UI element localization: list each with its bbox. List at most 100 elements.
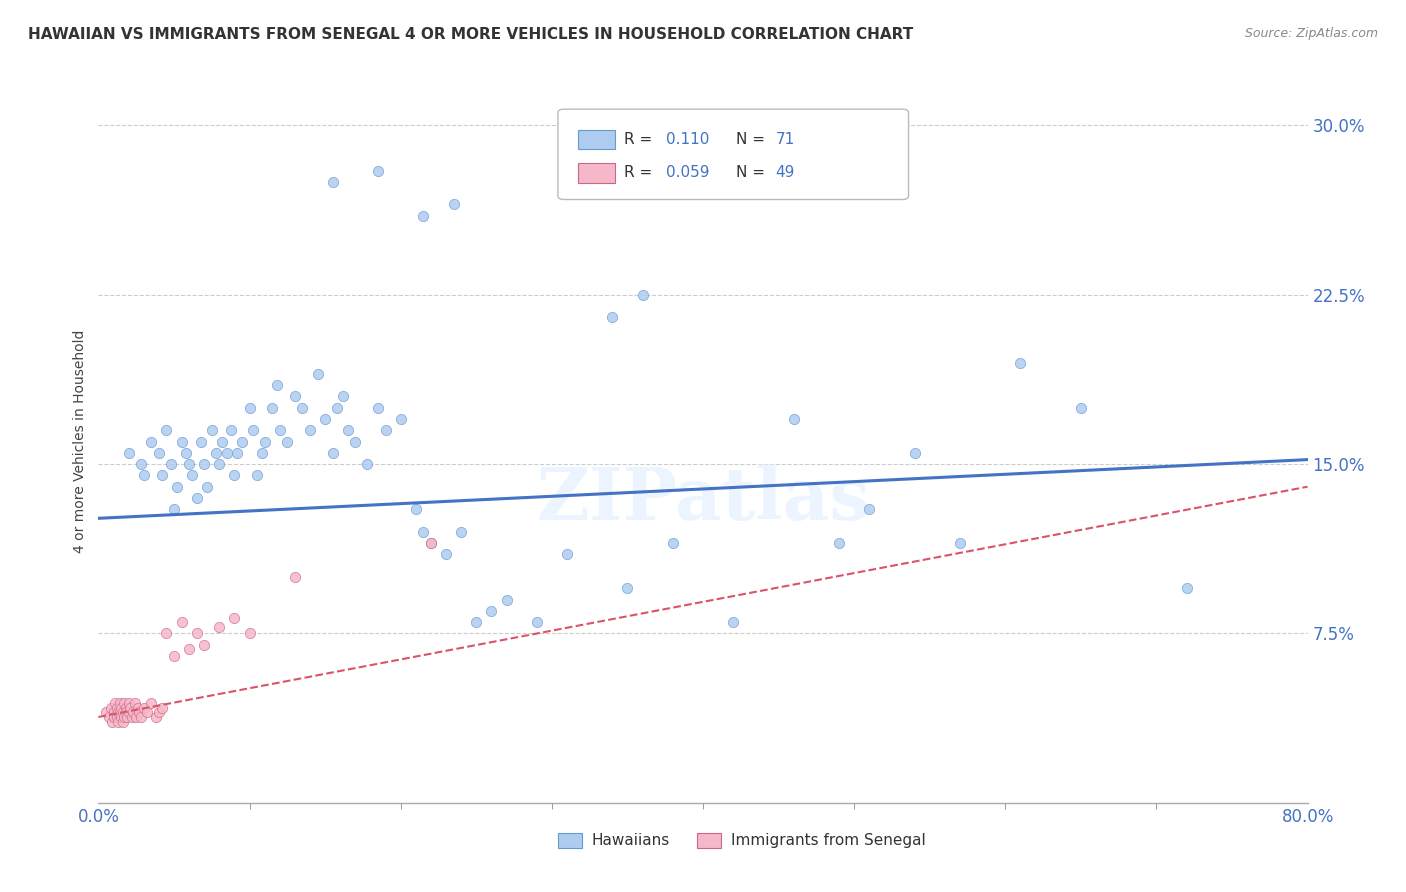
Point [307,367,329,381]
Point [103,706,125,720]
Point [374,423,396,437]
Point [120,701,142,715]
Point [495,592,517,607]
Point [124,697,146,711]
Point [148,446,170,460]
Point [129,457,152,471]
Point [141,697,163,711]
Point [105,710,128,724]
Point [163,502,186,516]
Text: 0.059: 0.059 [665,165,709,180]
Point [155,626,177,640]
FancyBboxPatch shape [558,833,582,847]
Point [115,710,138,724]
Point [239,401,262,415]
Point [465,615,488,630]
Point [128,706,150,720]
Point [112,697,135,711]
Point [405,502,427,516]
Text: HAWAIIAN VS IMMIGRANTS FROM SENEGAL 4 OR MORE VEHICLES IN HOUSEHOLD CORRELATION : HAWAIIAN VS IMMIGRANTS FROM SENEGAL 4 OR… [28,27,914,42]
Point [526,615,548,630]
Point [101,714,124,729]
Point [242,423,264,437]
Point [723,615,745,630]
Point [103,710,125,724]
Point [284,389,307,403]
Point [602,310,624,325]
Point [107,706,129,720]
Point [94,706,117,720]
Point [122,706,145,720]
Point [266,378,288,392]
Point [98,710,121,724]
Point [420,536,443,550]
Point [170,615,193,630]
Text: R =: R = [624,132,652,147]
Point [246,468,269,483]
Point [181,468,204,483]
Point [174,446,197,460]
Y-axis label: 4 or more Vehicles in Household: 4 or more Vehicles in Household [73,330,87,553]
Point [322,446,344,460]
Point [118,706,141,720]
Point [108,706,131,720]
Point [231,434,253,449]
FancyBboxPatch shape [558,109,908,200]
Point [356,457,378,471]
Point [141,434,163,449]
Point [253,434,276,449]
Text: N =: N = [735,165,765,180]
Point [118,446,141,460]
Point [129,710,152,724]
Point [828,536,851,550]
Text: Source: ZipAtlas.com: Source: ZipAtlas.com [1244,27,1378,40]
Point [661,536,683,550]
Point [186,626,208,640]
Point [193,457,215,471]
Point [858,502,880,516]
Point [170,434,193,449]
Point [132,701,155,715]
Point [221,423,243,437]
Point [100,701,122,715]
Point [208,457,231,471]
Point [336,423,359,437]
Point [201,423,224,437]
Point [284,570,307,584]
Text: ZIPatlas: ZIPatlas [536,464,870,535]
Point [150,468,173,483]
Text: 71: 71 [776,132,794,147]
Text: Immigrants from Senegal: Immigrants from Senegal [731,833,925,848]
Point [112,710,135,724]
Point [114,706,136,720]
Point [208,620,231,634]
Point [291,401,314,415]
Point [125,710,148,724]
Point [114,701,136,715]
Point [224,610,246,624]
Point [193,638,215,652]
Point [412,524,434,539]
Point [412,209,434,223]
Point [145,710,167,724]
Point [949,536,972,550]
Point [108,697,131,711]
Point [631,287,654,301]
Point [1175,582,1198,596]
Point [450,524,472,539]
Point [276,434,298,449]
Point [344,434,367,449]
FancyBboxPatch shape [578,129,614,149]
Point [195,480,218,494]
Text: N =: N = [735,132,765,147]
Point [420,536,443,550]
Point [107,714,129,729]
Point [104,697,127,711]
Point [179,642,201,657]
Point [135,706,157,720]
Point [118,697,141,711]
FancyBboxPatch shape [697,833,721,847]
Point [150,701,173,715]
Point [110,701,132,715]
Point [262,401,284,415]
